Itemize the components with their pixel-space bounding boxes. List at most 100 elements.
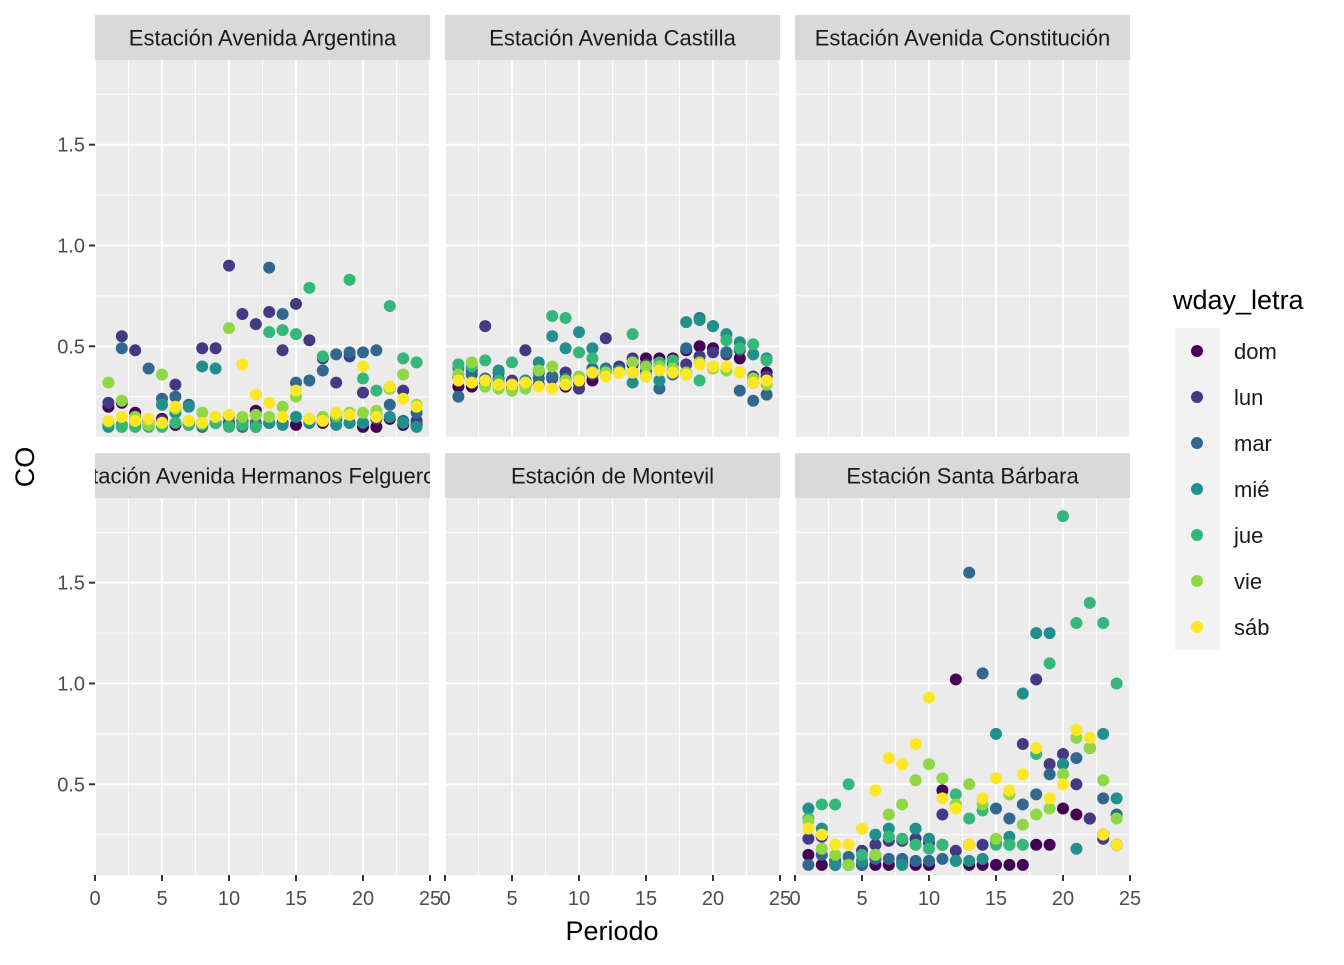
- data-point-mar: [936, 852, 949, 865]
- data-point-lun: [802, 832, 815, 845]
- data-point-jue: [169, 416, 182, 429]
- data-point-lun: [169, 378, 182, 391]
- data-point-mié: [156, 398, 168, 411]
- data-point-jue: [223, 420, 235, 433]
- data-point-sáb: [1110, 838, 1123, 851]
- data-point-dom: [815, 858, 828, 871]
- x-tick-label: 15: [285, 888, 307, 910]
- data-point-sáb: [666, 366, 679, 379]
- facet-strip-text-group: Estación Avenida Argentina: [129, 26, 397, 51]
- data-point-mar: [1003, 812, 1016, 825]
- data-point-jue: [909, 838, 922, 851]
- data-point-jue: [1083, 596, 1096, 609]
- data-point-jue: [452, 358, 465, 371]
- data-point-mar: [546, 370, 559, 383]
- data-point-jue: [276, 324, 289, 337]
- data-point-sáb: [586, 366, 599, 379]
- data-point-sáb: [653, 364, 666, 377]
- data-point-vie: [263, 410, 276, 423]
- data-point-sáb: [156, 416, 168, 429]
- data-point-mié: [196, 360, 209, 373]
- data-point-lun: [949, 844, 962, 857]
- data-point-sáb: [410, 400, 423, 413]
- data-point-mar: [316, 364, 329, 377]
- data-point-vie: [963, 778, 976, 791]
- data-point-mié: [802, 802, 815, 815]
- data-point-mié: [976, 852, 989, 865]
- data-point-sáb: [223, 408, 235, 421]
- legend-key-lun: [1191, 391, 1203, 403]
- data-point-lun: [1057, 748, 1069, 761]
- legend-key-mié: [1191, 483, 1203, 495]
- x-tick-label: 0: [439, 888, 450, 910]
- data-point-sáb: [479, 374, 492, 387]
- data-point-jue: [370, 384, 383, 397]
- data-point-jue: [936, 838, 949, 851]
- data-point-mar: [760, 388, 773, 401]
- facet-title: Estación de Montevil: [511, 464, 714, 489]
- x-tick-label: 25: [419, 888, 441, 910]
- legend-label: mié: [1234, 477, 1269, 502]
- data-point-mar: [383, 398, 396, 411]
- data-point-sáb: [1057, 778, 1069, 791]
- data-point-mié: [357, 416, 369, 429]
- data-point-mar: [142, 362, 155, 375]
- data-point-sáb: [1070, 723, 1083, 736]
- data-point-mié: [707, 320, 719, 333]
- data-point-sáb: [1016, 768, 1029, 781]
- x-tick-label: 25: [769, 888, 791, 910]
- legend-key-mar: [1191, 437, 1203, 449]
- data-point-jue: [963, 812, 976, 825]
- data-point-sáb: [115, 410, 128, 423]
- data-point-sáb: [249, 388, 262, 401]
- data-point-sáb: [169, 400, 182, 413]
- data-point-sáb: [599, 370, 612, 383]
- data-point-sáb: [747, 376, 760, 389]
- facet-panel-5: Estación de Montevil 0 5 10 15 20 25: [439, 453, 791, 910]
- data-point-lun: [869, 838, 882, 851]
- data-point-mié: [963, 854, 976, 867]
- data-point-vie: [1110, 812, 1123, 825]
- data-point-lun: [599, 332, 612, 345]
- data-point-jue: [1043, 657, 1056, 670]
- data-point-lun: [1030, 673, 1043, 686]
- data-point-vie: [156, 368, 168, 381]
- data-point-dom: [693, 340, 706, 353]
- data-point-sáb: [896, 758, 909, 771]
- data-point-dom: [1070, 808, 1083, 821]
- data-point-lun: [519, 344, 532, 357]
- data-point-sáb: [976, 792, 989, 805]
- data-point-jue: [856, 848, 868, 861]
- data-point-mar: [1030, 788, 1043, 801]
- y-axis-title: CO: [10, 447, 40, 488]
- data-point-mar: [115, 342, 128, 355]
- data-point-sáb: [343, 408, 356, 421]
- data-point-vie: [626, 356, 639, 369]
- data-point-jue: [249, 420, 262, 433]
- facet-panel-2: Estación Avenida Castilla: [444, 15, 781, 437]
- data-point-mar: [303, 374, 316, 387]
- data-point-jue: [290, 328, 302, 341]
- facet-title: Estación Avenida Constitución: [815, 26, 1111, 51]
- x-tick-label: 10: [568, 888, 590, 910]
- data-point-mié: [492, 364, 505, 377]
- data-point-sáb: [613, 366, 626, 379]
- data-point-mié: [209, 362, 222, 375]
- data-point-mié: [909, 822, 922, 835]
- facet-strip: [95, 15, 430, 60]
- facet-title: Estación Santa Bárbara: [846, 464, 1079, 489]
- data-point-vie: [882, 808, 895, 821]
- data-point-sáb: [936, 792, 949, 805]
- data-point-vie: [896, 798, 909, 811]
- data-point-sáb: [760, 374, 773, 387]
- data-point-mié: [383, 410, 396, 423]
- data-point-jue: [506, 356, 518, 369]
- data-point-mar: [1070, 752, 1083, 765]
- data-point-sáb: [276, 410, 289, 423]
- data-point-vie: [869, 848, 882, 861]
- data-point-mar: [169, 390, 182, 403]
- data-point-dom: [990, 858, 1002, 871]
- data-point-sáb: [559, 378, 572, 391]
- facet-strip: [95, 453, 430, 498]
